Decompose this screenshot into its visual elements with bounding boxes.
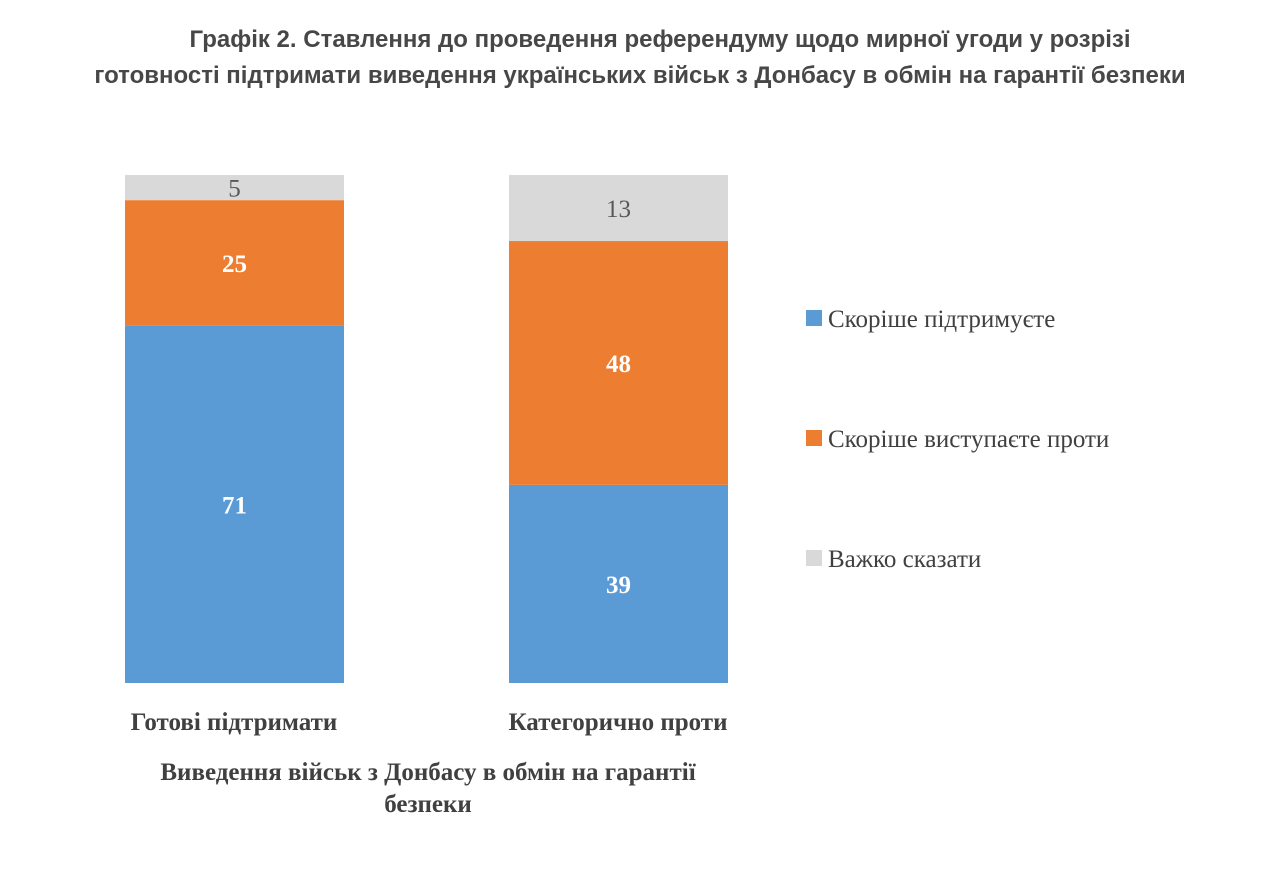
bar-segment-0-1 [125, 200, 344, 326]
bar-segment-1-0 [509, 484, 728, 683]
data-label-0-0: 71 [222, 492, 247, 519]
x-tick-label-1: Категорично проти [509, 709, 728, 736]
data-label-1-2: 13 [606, 196, 631, 223]
chart-title-line-1: Графік 2. Ставлення до проведення рефере… [189, 26, 1131, 53]
legend: Скоріше підтримуєте Скоріше виступаєте пр… [806, 306, 1109, 573]
legend-label-0: Скоріше підтримуєте [828, 306, 1055, 333]
bar-segment-0-0 [125, 325, 344, 683]
x-axis-label-line-1: Виведення військ з Донбасу в обмін на га… [160, 759, 696, 786]
legend-label-2: Важко сказати [828, 546, 981, 573]
chart-title-line-2: готовності підтримати виведення українсь… [94, 62, 1186, 89]
bars: 71 25 5 39 48 13 [125, 175, 728, 683]
chart-title: Графік 2. Ставлення до проведення рефере… [0, 22, 1280, 94]
legend-label-1: Скоріше виступаєте проти [828, 426, 1109, 453]
bar-segment-1-1 [509, 241, 728, 485]
bar-segment-1-2 [509, 175, 728, 242]
data-label-1-0: 39 [606, 572, 631, 599]
data-label-0-1: 25 [222, 251, 247, 278]
legend-swatch-0 [806, 310, 822, 326]
data-label-1-1: 48 [606, 351, 631, 378]
legend-swatch-2 [806, 550, 822, 566]
x-tick-label-0: Готові підтримати [131, 709, 338, 736]
legend-swatch-1 [806, 430, 822, 446]
x-axis-label-line-2: безпеки [384, 791, 472, 818]
bar-segment-0-2 [125, 175, 344, 201]
data-label-0-2: 5 [228, 176, 241, 203]
